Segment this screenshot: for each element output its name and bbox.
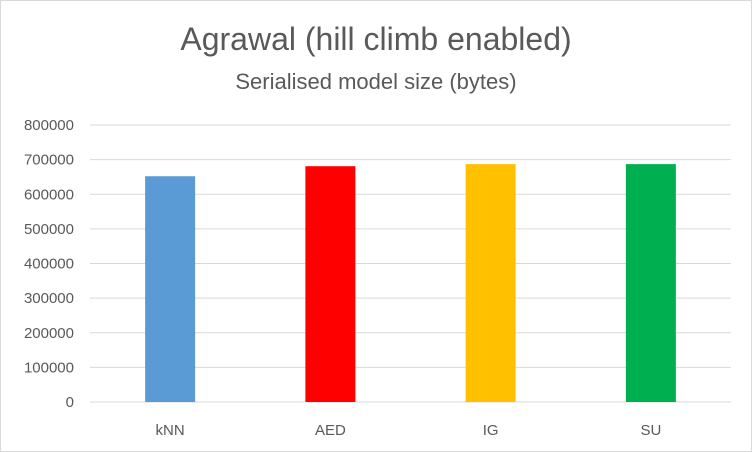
- y-tick-label: 700000: [24, 152, 74, 169]
- y-tick-label: 0: [66, 394, 74, 411]
- x-tick-label: kNN: [156, 422, 185, 439]
- y-tick-label: 800000: [24, 117, 74, 134]
- x-tick-label: IG: [483, 422, 499, 439]
- y-tick-label: 600000: [24, 186, 74, 203]
- x-tick-label: AED: [315, 422, 346, 439]
- bar-knn: [145, 176, 196, 402]
- chart-title: Agrawal (hill climb enabled): [180, 21, 572, 57]
- x-tick-label: SU: [640, 422, 661, 439]
- y-tick-label: 400000: [24, 256, 74, 273]
- y-tick-label: 100000: [24, 359, 74, 376]
- y-tick-label: 500000: [24, 221, 74, 238]
- bar-ig: [465, 164, 516, 402]
- bar-aed: [305, 166, 356, 402]
- chart-subtitle: Serialised model size (bytes): [235, 69, 517, 94]
- y-tick-label: 200000: [24, 325, 74, 342]
- bar-su: [625, 164, 676, 402]
- y-tick-label: 300000: [24, 290, 74, 307]
